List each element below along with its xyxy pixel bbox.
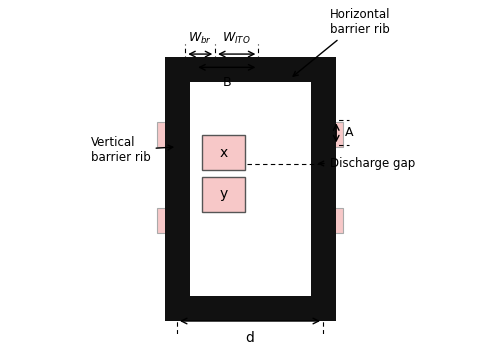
Text: A: A xyxy=(344,126,353,139)
Text: Vertical
barrier rib: Vertical barrier rib xyxy=(91,136,172,164)
Bar xyxy=(202,135,245,170)
Bar xyxy=(157,122,343,147)
Text: Discharge gap: Discharge gap xyxy=(319,157,415,170)
Bar xyxy=(177,69,323,308)
Text: Horizontal
barrier rib: Horizontal barrier rib xyxy=(293,8,390,76)
Bar xyxy=(202,177,245,212)
Text: d: d xyxy=(246,331,254,345)
Text: y: y xyxy=(220,187,228,201)
Text: $W_{ITO}$: $W_{ITO}$ xyxy=(222,31,251,46)
Bar xyxy=(157,208,343,233)
Text: B: B xyxy=(222,76,231,88)
Text: x: x xyxy=(220,146,228,160)
Text: $W_{br}$: $W_{br}$ xyxy=(188,31,212,46)
